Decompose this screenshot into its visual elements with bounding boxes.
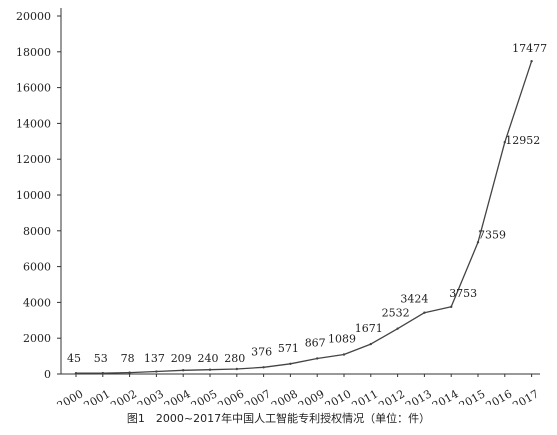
data-label: 53 — [94, 352, 108, 365]
y-tick-label: 12000 — [16, 153, 51, 166]
x-tick-label: 2000 — [55, 387, 86, 405]
x-tick-label: 2011 — [350, 387, 381, 405]
chart-canvas: 0 2000 4000 6000 8000 10000 12000 14000 16000 180… — [16, 8, 547, 413]
y-tick-label: 16000 — [16, 82, 51, 95]
y-tick-label: 4000 — [23, 296, 51, 309]
data-label: 17477 — [512, 42, 547, 55]
x-tick-label: 2012 — [376, 387, 407, 405]
chart-caption: 图1 2000~2017年中国人工智能专利授权情况（单位：件） — [126, 412, 431, 425]
y-tick-label: 18000 — [16, 46, 51, 59]
series-line — [75, 60, 533, 374]
x-tick-label: 2013 — [403, 387, 434, 405]
data-label: 3753 — [449, 287, 477, 300]
data-label: 137 — [144, 352, 165, 365]
data-point — [101, 371, 105, 375]
x-tick-label: 2015 — [457, 387, 488, 405]
x-tick-label: 2010 — [323, 387, 354, 405]
data-point — [503, 140, 506, 144]
data-point — [182, 369, 185, 372]
data-label: 1089 — [328, 333, 356, 346]
y-tick-label: 0 — [44, 368, 51, 381]
x-tick-label: 2017 — [510, 387, 541, 405]
data-point — [423, 311, 426, 314]
data-label: 3424 — [400, 293, 428, 306]
data-point — [316, 357, 319, 360]
data-label: 571 — [278, 342, 299, 355]
data-point — [369, 342, 372, 346]
x-tick-label: 2009 — [296, 387, 327, 405]
data-label: 1671 — [355, 322, 383, 335]
data-label: 280 — [224, 352, 245, 365]
data-point — [342, 353, 346, 356]
data-label: 867 — [305, 336, 326, 349]
x-tick-label: 2014 — [430, 387, 461, 405]
data-label: 376 — [251, 345, 272, 358]
y-tick-label: 2000 — [23, 332, 51, 345]
data-point — [476, 241, 480, 244]
data-point — [235, 367, 238, 371]
y-tick-label: 20000 — [16, 10, 51, 23]
data-label: 240 — [198, 352, 219, 365]
data-point — [396, 327, 399, 330]
x-tick-label: 2006 — [216, 387, 247, 405]
y-tick-label: 8000 — [23, 225, 51, 238]
data-point — [155, 370, 158, 373]
data-label: 2532 — [382, 307, 410, 320]
x-tick-label: 2002 — [108, 387, 139, 405]
y-tick-label: 10000 — [16, 189, 51, 202]
data-point — [208, 368, 212, 371]
data-point — [530, 59, 533, 63]
x-tick-label: 2005 — [189, 387, 220, 405]
data-point — [289, 362, 292, 365]
y-tick-label: 6000 — [23, 261, 51, 274]
data-point — [262, 366, 265, 369]
data-label: 45 — [67, 352, 81, 365]
data-point — [128, 371, 131, 374]
x-tick-label: 2016 — [484, 387, 515, 405]
x-tick-label: 2007 — [242, 387, 273, 405]
data-label: 209 — [171, 352, 192, 365]
x-tick-label: 2001 — [82, 387, 113, 405]
data-label: 7359 — [478, 228, 506, 241]
data-label: 12952 — [505, 134, 540, 147]
data-point — [450, 305, 453, 309]
x-tick-label: 2004 — [162, 387, 193, 405]
data-label: 78 — [121, 352, 135, 365]
x-tick-label: 2003 — [135, 387, 166, 405]
data-point — [74, 371, 78, 375]
x-tick-label: 2008 — [269, 387, 300, 405]
y-tick-label: 14000 — [16, 117, 51, 130]
